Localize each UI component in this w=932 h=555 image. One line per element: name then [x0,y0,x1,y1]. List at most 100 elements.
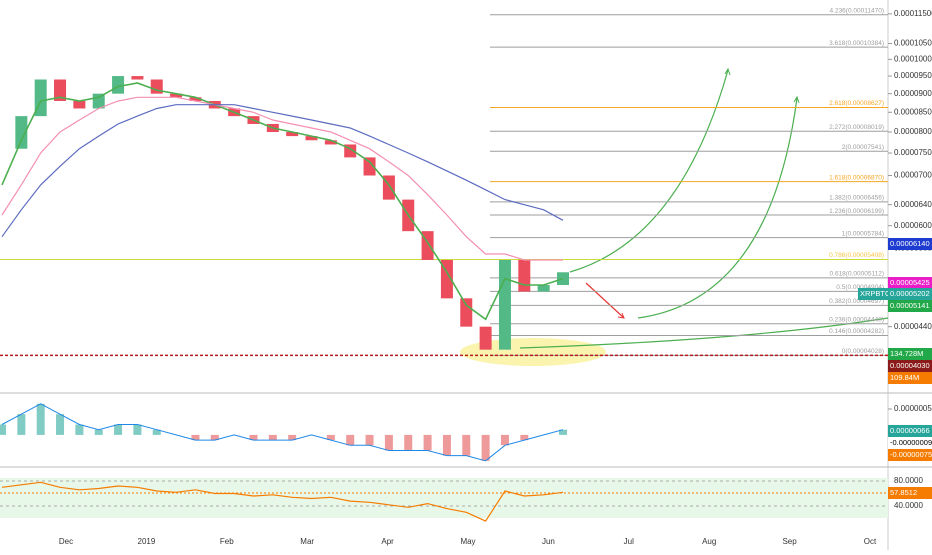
macd-bar [520,434,529,441]
macd-bar [365,434,374,446]
arrow-head [617,312,625,319]
macd-bar [481,434,490,461]
fib-label: 0.618(0.00005112) [830,271,884,278]
candle [112,76,125,94]
badge-label: -0.00000075 [890,450,932,459]
badge-label: 134.728M [890,349,923,358]
badge [888,449,932,461]
x-tick-label: Mar [300,537,314,546]
fib-label: 3.618(0.00010384) [829,40,884,47]
fib-label: 0.382(0.00004697) [829,298,884,305]
macd-bar [500,434,509,446]
badge-label: 0.00000066 [890,426,930,435]
fib-label: 2.618(0.00008627) [829,100,884,107]
macd-bar [94,429,103,435]
macd-bar [288,434,297,441]
candle [286,132,299,137]
badge-label: 109.84M [890,373,919,382]
macd-bar [462,434,471,456]
fib-label: 0(0.00004028) [842,348,884,355]
price-badge [888,300,932,312]
macd-bar [0,424,6,435]
candle [518,259,531,292]
price-badge [858,288,888,300]
candle [440,259,453,299]
arrow-head [724,67,731,76]
ma-line [1,96,563,261]
price-badge [888,348,932,360]
fib-label: 0.786(0.00005408) [829,252,884,259]
macd-bar [268,434,277,441]
fib-label: 0.236(0.00004440) [829,316,884,323]
candle [15,116,28,149]
fib-label: 1.236(0.00006199) [829,208,884,215]
fib-label: 4.236(0.00011470) [830,7,884,14]
badge-label: 0.00005425 [890,278,930,287]
macd-line [1,403,564,462]
price-badge [888,372,932,384]
arrow [569,69,729,273]
rsi-band [0,478,888,518]
y-tick-label: 80.0000 [894,476,923,485]
macd-bar [210,434,219,441]
x-tick-label: Jul [624,537,634,546]
candle [305,136,318,141]
badge-label: 0.00005202 [890,289,930,298]
macd-bar [384,434,393,451]
arrow [585,282,625,319]
fib-label: 2.272(0.00008019) [829,124,884,131]
y-tick-label: 40.0000 [894,501,923,510]
x-tick-label: May [460,537,475,546]
macd-bar [346,434,355,446]
macd-bar [249,434,258,441]
candle [537,285,550,292]
macd-bar [442,434,451,456]
ma-line [1,82,564,321]
candle [73,100,86,109]
fib-label: 1(0.00005784) [842,230,884,237]
x-tick-label: Sep [782,537,797,546]
candle [131,76,144,80]
candle [170,93,183,98]
price-badge [888,238,932,250]
y-tick-label: 0.00011500 [894,9,932,18]
x-tick-label: Dec [59,537,73,546]
candle [363,157,376,176]
macd-bar [75,424,84,435]
x-tick-label: Apr [381,537,394,546]
rsi-line [1,481,564,522]
price-badge [888,277,932,289]
macd-bar [152,429,161,435]
x-tick-label: Oct [864,537,877,546]
candle [324,140,337,145]
ma-line [1,104,564,238]
badge-label: 0.00004030 [890,361,930,370]
x-tick-label: Feb [220,537,234,546]
badge-label: 57.8512 [890,488,917,497]
macd-bar [191,434,200,441]
macd-bar [559,429,567,435]
badge [888,425,932,437]
badge-label: 0.00005141 [890,301,930,310]
macd-bar [133,424,142,435]
candle [479,326,492,350]
x-tick-label: Jun [542,537,555,546]
macd-bar [36,403,45,435]
macd-bar [326,434,335,441]
macd-bar [423,434,432,451]
fib-label: 0.5(0.00004904) [836,284,884,291]
macd-bar [404,434,413,451]
badge-label: -0.00000009 [890,438,932,447]
highlight-ellipse [460,338,606,366]
